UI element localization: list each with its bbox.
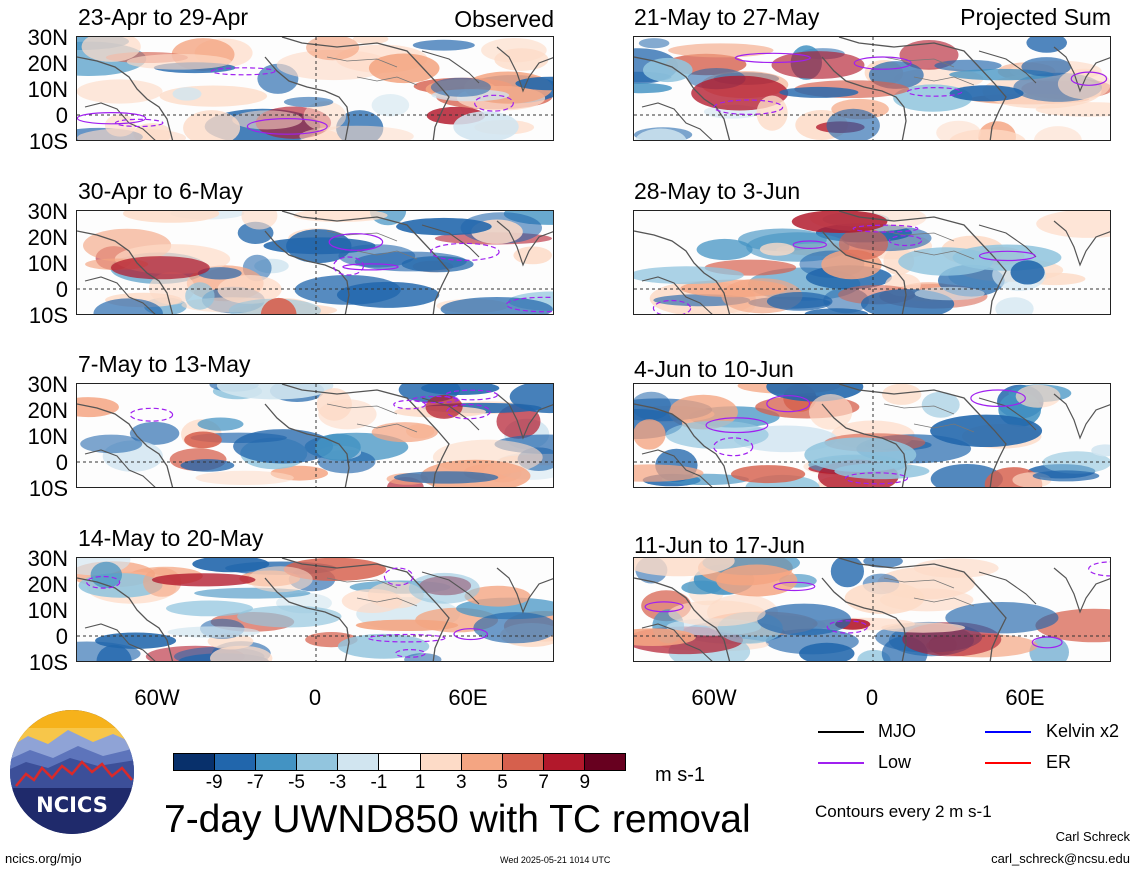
panel-corner-projected: Projected Sum: [960, 4, 1111, 30]
colorbar-segment: [419, 754, 461, 770]
colorbar-tick-label: 9: [579, 772, 591, 793]
map-panel-obs-4: [76, 557, 554, 662]
lat-label: 30N: [27, 372, 68, 397]
lat-label: 0: [55, 103, 68, 128]
colorbar-segment: [583, 754, 626, 770]
colorbar-tick-label: 3: [455, 772, 467, 793]
colorbar-tick-label: -9: [205, 772, 223, 793]
colorbar-tick-label: -3: [329, 772, 347, 793]
legend-label-er: ER: [1046, 752, 1072, 772]
lat-label: 10N: [27, 77, 68, 102]
lon-label: 60W: [691, 685, 737, 710]
legend-line-low: [818, 762, 864, 764]
legend-note: Contours every 2 m s-1: [815, 802, 992, 821]
legend-label-low: Low: [878, 752, 912, 772]
lat-label: 30N: [27, 199, 68, 224]
colorbar-tick-label: -7: [246, 772, 264, 793]
lon-label: 0: [865, 685, 879, 710]
ncics-logo: NCICS: [8, 708, 136, 836]
colorbar-tick-label: -5: [288, 772, 305, 793]
map-panel-proj-1: [633, 36, 1111, 141]
lat-label: 10S: [28, 476, 68, 501]
lon-label: 60E: [448, 685, 488, 710]
colorbar-segment: [460, 754, 502, 770]
map-panel-obs-1: [76, 36, 554, 141]
colorbar-segment: [501, 754, 543, 770]
panel-title-obs-2: 30-Apr to 6-May: [78, 178, 243, 204]
legend-line-mjo: [818, 731, 864, 733]
colorbar-tick-label: 5: [497, 772, 508, 793]
colorbar-segment: [296, 754, 338, 770]
panel-corner-observed: Observed: [454, 6, 554, 32]
footer-url[interactable]: ncics.org/mjo: [5, 851, 82, 866]
map-panel-proj-2: [633, 210, 1111, 315]
map-panel-proj-3: [633, 383, 1111, 488]
colorbar-segment: [542, 754, 584, 770]
map-panel-obs-2: [76, 210, 554, 315]
lat-label: 30N: [27, 25, 68, 50]
lon-label: 60W: [134, 685, 180, 710]
lon-label: 60E: [1005, 685, 1045, 710]
colorbar-tick-label: -1: [370, 772, 388, 793]
footer-timestamp: Wed 2025-05-21 1014 UTC: [500, 855, 611, 865]
legend-label-kelvin: Kelvin x2: [1046, 721, 1120, 741]
lat-label: 0: [55, 624, 68, 649]
lat-label: 10S: [28, 303, 68, 328]
lat-label: 30N: [27, 546, 68, 571]
legend-label-mjo: MJO: [878, 721, 916, 741]
map-panel-obs-3: [76, 383, 554, 488]
colorbar: [173, 753, 626, 771]
panel-title-obs-3: 7-May to 13-May: [78, 351, 251, 377]
panel-title-proj-3: 4-Jun to 10-Jun: [634, 356, 794, 382]
legend-line-er: [985, 762, 1031, 764]
panel-title-proj-2: 28-May to 3-Jun: [634, 178, 801, 204]
panel-title-obs-4: 14-May to 20-May: [78, 525, 264, 551]
colorbar-segment: [337, 754, 379, 770]
footer-email[interactable]: carl_schreck@ncsu.edu: [991, 851, 1130, 866]
lat-label: 20N: [27, 398, 68, 423]
colorbar-tick-label: 1: [414, 772, 426, 793]
map-panel-proj-4: [633, 557, 1111, 662]
colorbar-segment: [378, 754, 420, 770]
panel-title-proj-4: 11-Jun to 17-Jun: [634, 532, 805, 558]
lat-label: 10N: [27, 424, 68, 449]
footer-author: Carl Schreck: [1055, 829, 1130, 844]
lat-label: 10S: [28, 650, 68, 675]
legend-line-kelvin: [985, 731, 1031, 733]
lat-label: 20N: [27, 572, 68, 597]
lon-label: 0: [308, 685, 322, 710]
panel-title-obs-1: 23-Apr to 29-Apr: [78, 4, 249, 30]
colorbar-segment: [255, 754, 297, 770]
colorbar-tick-label: 7: [538, 772, 549, 793]
lat-label: 0: [55, 277, 68, 302]
main-title: 7-day UWND850 with TC removal: [164, 798, 751, 841]
lat-label: 10N: [27, 598, 68, 623]
colorbar-units: m s-1: [655, 764, 705, 786]
lat-label: 0: [55, 450, 68, 475]
ncics-logo-text: NCICS: [36, 793, 108, 817]
panel-title-proj-1: 21-May to 27-May: [634, 4, 820, 30]
lat-label: 10N: [27, 251, 68, 276]
lat-label: 10S: [28, 129, 68, 154]
colorbar-segment: [214, 754, 256, 770]
lat-label: 20N: [27, 51, 68, 76]
lat-label: 20N: [27, 225, 68, 250]
colorbar-segment: [174, 754, 215, 770]
